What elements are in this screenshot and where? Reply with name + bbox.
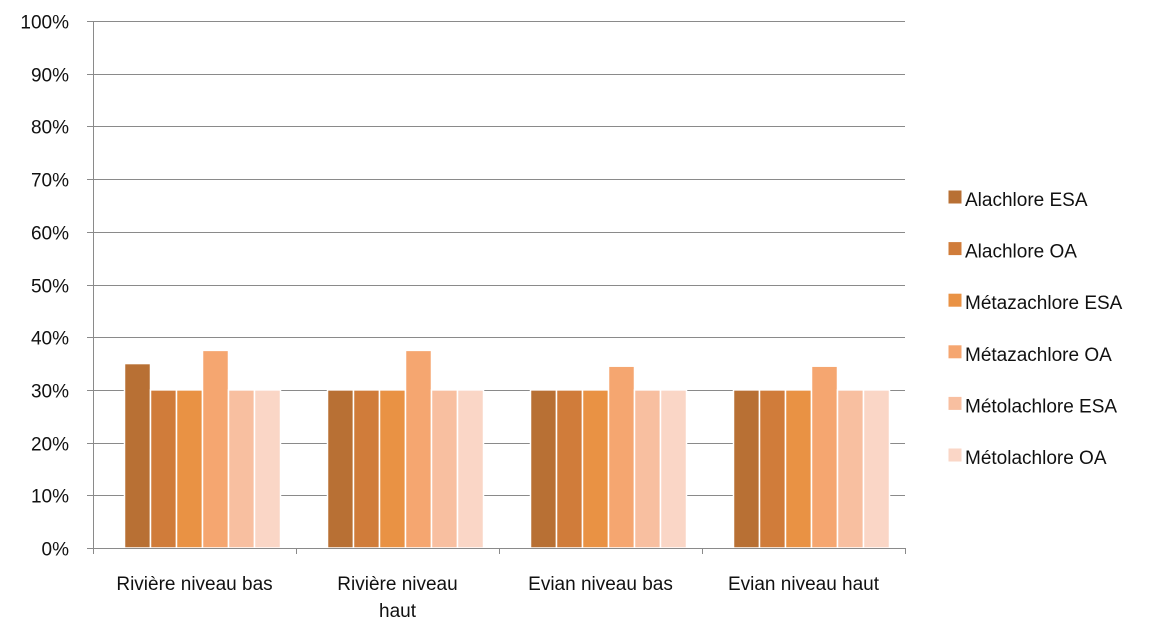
bar-5-1 — [456, 389, 485, 549]
bar-2-1 — [378, 389, 407, 549]
legend-swatch-1 — [947, 241, 963, 257]
bar-0-1 — [326, 389, 355, 549]
bar-2-2 — [581, 389, 610, 549]
bar-1-2 — [555, 389, 584, 549]
legend-swatch-3 — [947, 344, 963, 360]
legend-swatch-4 — [947, 395, 963, 411]
legend-label-2: Métazachlore ESA — [965, 293, 1123, 314]
bar-1-3 — [758, 389, 787, 549]
bar-0-2 — [529, 389, 558, 549]
y-tick-label: 60% — [31, 224, 69, 245]
x-tick-label: haut — [379, 601, 417, 622]
y-tick-labels: 0% 10% 20% 30% 40% 50% 60% 70% 80% 90% 100% — [20, 13, 69, 561]
bar-4-3 — [836, 389, 865, 549]
bar-3-1 — [404, 349, 433, 549]
y-tick-label: 40% — [31, 329, 69, 350]
bar-5-0 — [253, 389, 282, 549]
bar-0-0 — [123, 362, 152, 549]
bar-3-3 — [810, 365, 839, 549]
legend-swatch-2 — [947, 292, 963, 308]
legend-label-4: Métolachlore ESA — [965, 396, 1117, 417]
legend-label-5: Métolachlore OA — [965, 448, 1107, 469]
y-tick-label: 80% — [31, 118, 69, 139]
y-tick-label: 10% — [31, 487, 69, 508]
y-tick-label: 30% — [31, 382, 69, 403]
bar-2-0 — [175, 389, 204, 549]
x-tick-label: Rivière niveau — [337, 574, 457, 595]
bar-3-2 — [607, 365, 636, 549]
x-tick-label: Evian niveau bas — [528, 574, 673, 595]
legend-swatch-5 — [947, 447, 963, 463]
x-tick-labels: Rivière niveau bas Rivière niveau haut Evia… — [116, 574, 879, 622]
y-tick-label: 0% — [42, 540, 70, 561]
y-tick-label: 90% — [31, 66, 69, 87]
bar-5-3 — [862, 389, 891, 549]
legend-label-1: Alachlore OA — [965, 242, 1077, 263]
legend-label-0: Alachlore ESA — [965, 190, 1088, 211]
bar-5-2 — [659, 389, 688, 549]
y-tick-label: 20% — [31, 435, 69, 456]
y-tick-label: 100% — [20, 13, 69, 34]
axes — [87, 21, 906, 554]
x-tick-label: Evian niveau haut — [728, 574, 880, 595]
bar-4-2 — [633, 389, 662, 549]
bar-3-0 — [201, 349, 230, 549]
legend-label-3: Métazachlore OA — [965, 345, 1112, 366]
bars — [123, 349, 891, 549]
bar-2-3 — [784, 389, 813, 549]
bar-1-1 — [352, 389, 381, 549]
x-tick-label: Rivière niveau bas — [116, 574, 272, 595]
legend: Alachlore ESA Alachlore OA Métazachlore ES… — [947, 189, 1123, 469]
bar-4-0 — [227, 389, 256, 549]
y-tick-label: 70% — [31, 171, 69, 192]
legend-swatch-0 — [947, 189, 963, 205]
bar-4-1 — [430, 389, 459, 549]
bar-0-3 — [732, 389, 761, 549]
bar-1-0 — [149, 389, 178, 549]
y-tick-label: 50% — [31, 277, 69, 298]
